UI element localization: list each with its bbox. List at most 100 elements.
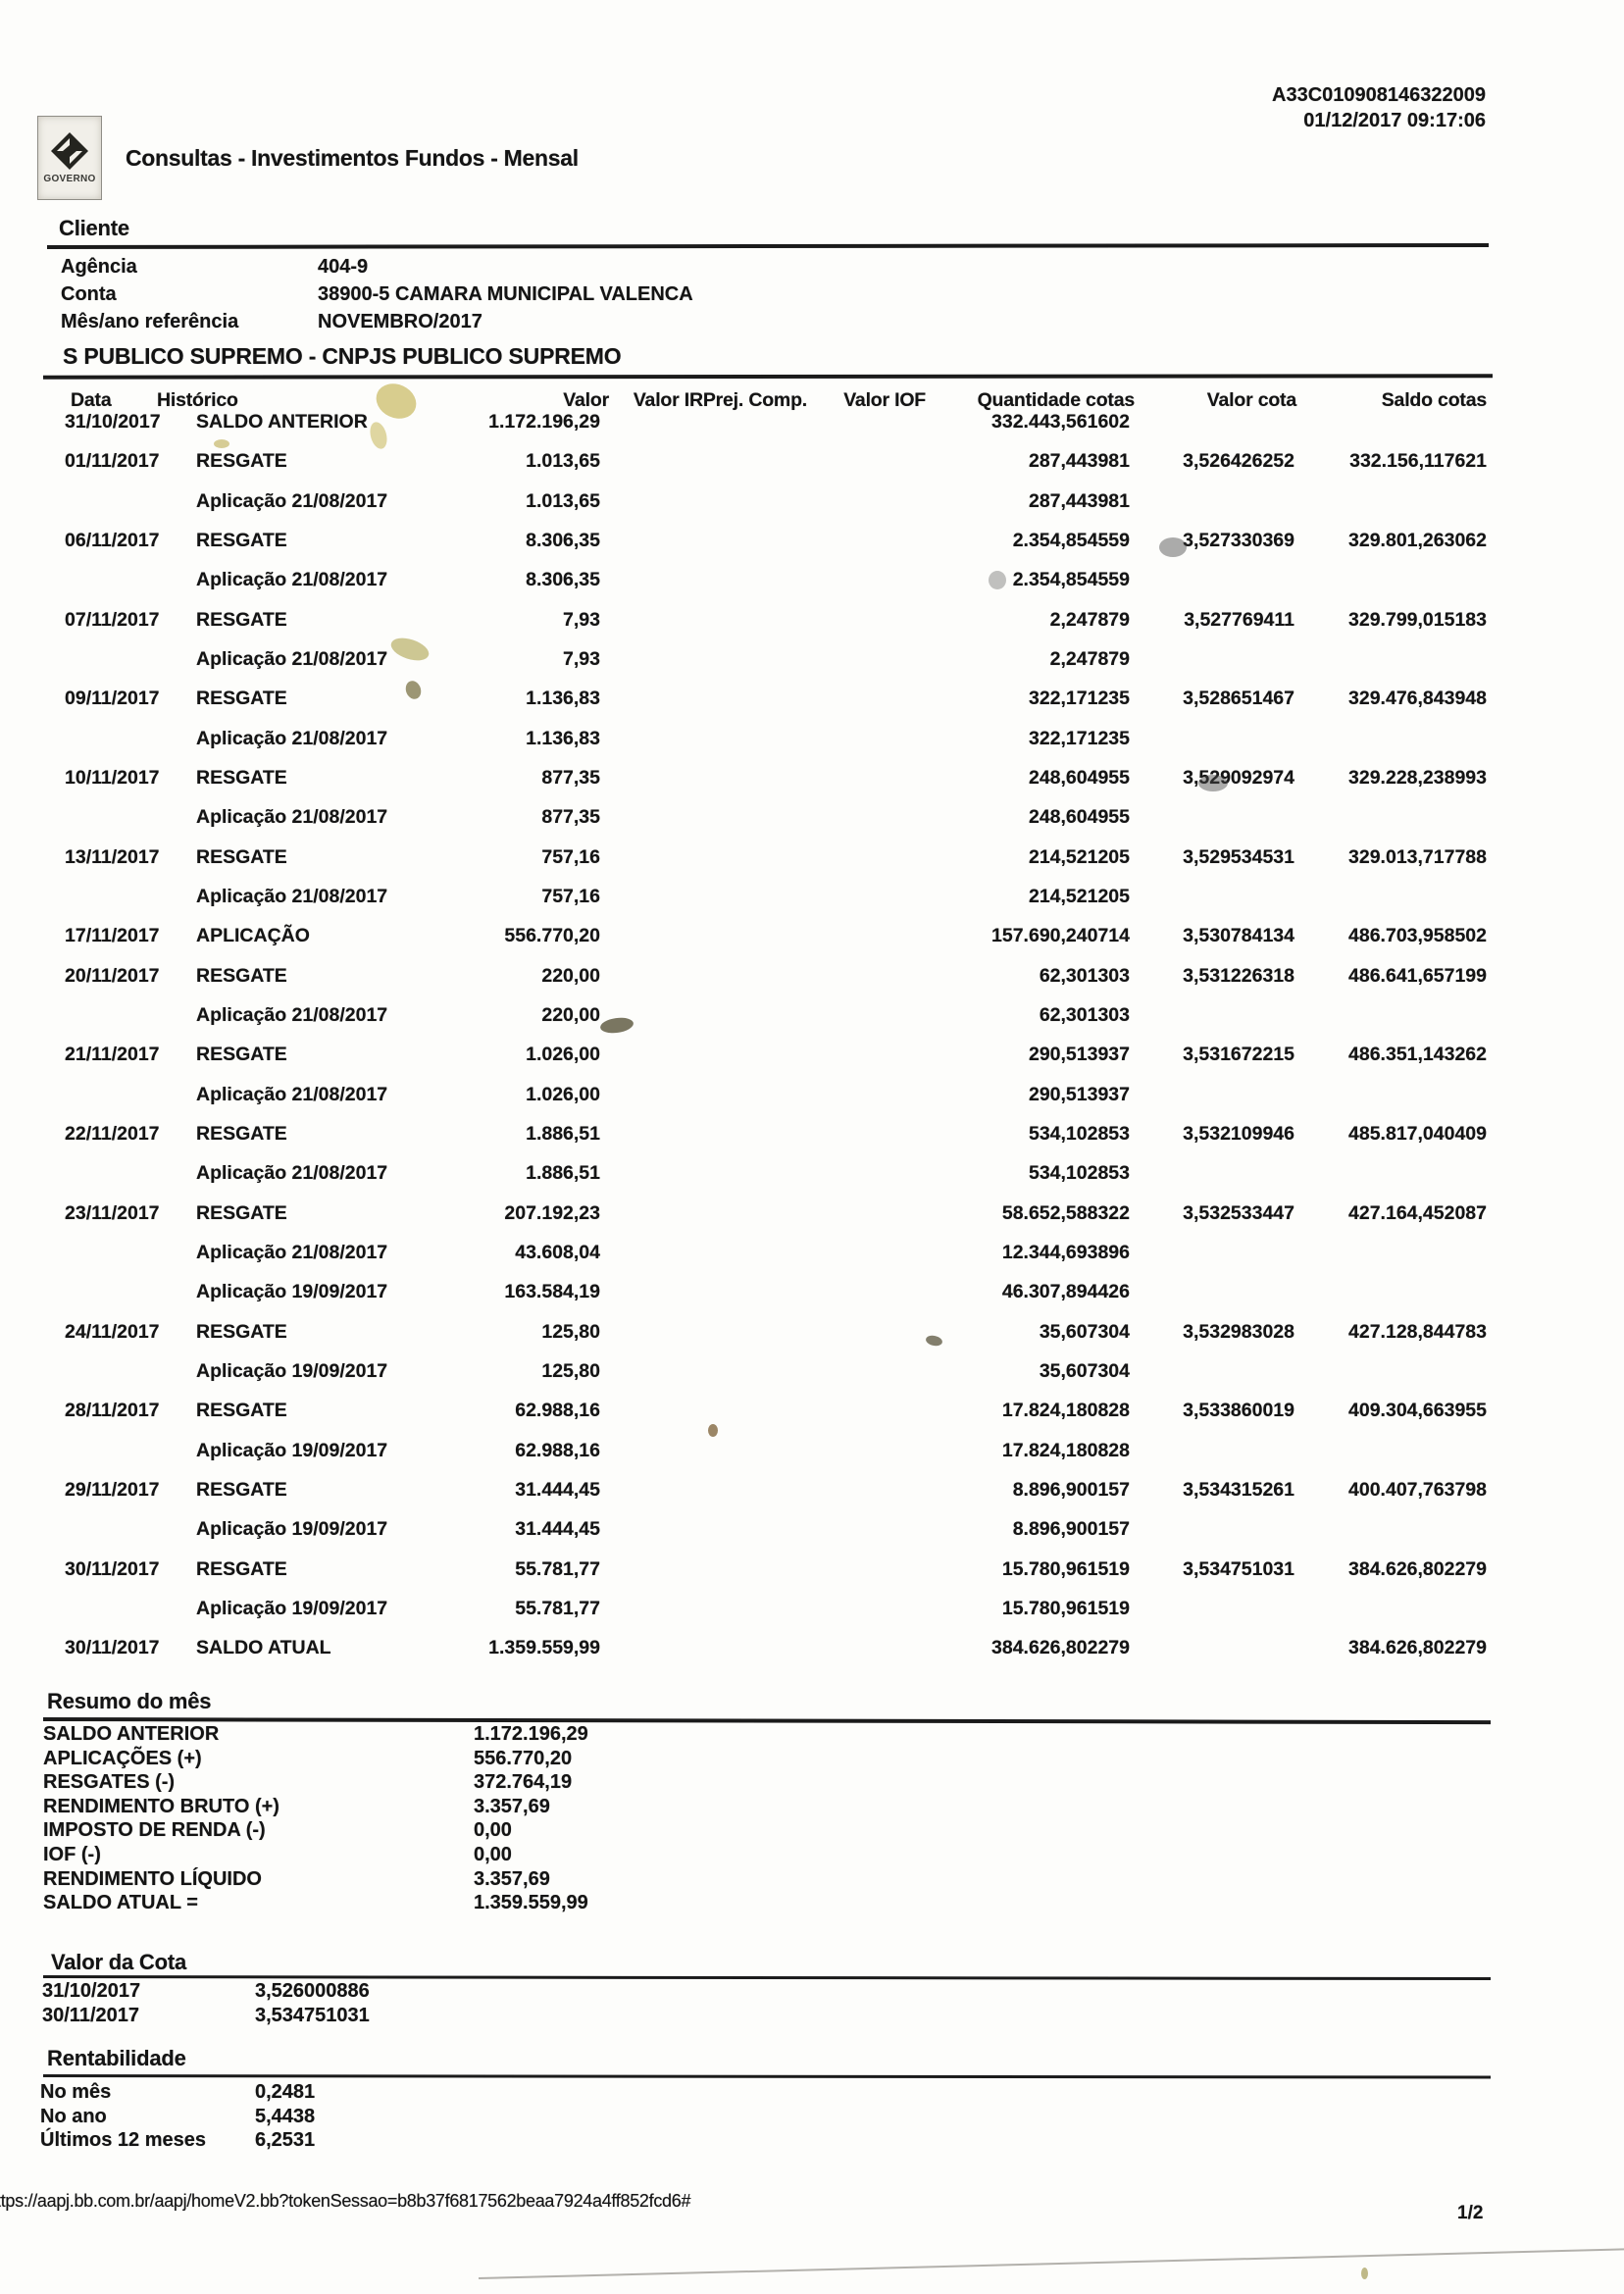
cell-quantidade-cotas: 384.626,802279 (991, 1637, 1130, 1659)
resumo-value: 3.357,69 (474, 1795, 550, 1817)
table-row: Aplicação 19/09/2017 31.444,45 8.896,900… (0, 1509, 1624, 1549)
cell-valor: 125,80 (541, 1320, 600, 1343)
cell-historico: RESGATE (196, 1320, 287, 1343)
cell-valor: 1.136,83 (526, 688, 600, 710)
resumo-label: IMPOSTO DE RENDA (-) (43, 1819, 266, 1842)
col-header-historico: Histórico (157, 389, 238, 411)
table-row: 28/11/2017 RESGATE 62.988,16 17.824,1808… (0, 1391, 1624, 1430)
cell-quantidade-cotas: 17.824,180828 (1001, 1400, 1130, 1422)
cell-valor: 125,80 (541, 1359, 600, 1382)
cell-historico: Aplicação 21/08/2017 (196, 569, 388, 591)
table-row: 01/11/2017 RESGATE 1.013,65 287,443981 3… (0, 441, 1624, 481)
table-row: Aplicação 21/08/2017 1.026,00 290,513937 (0, 1075, 1624, 1114)
table-row: Aplicação 21/08/2017 1.136,83 322,171235 (0, 719, 1624, 758)
rentabilidade-rule (42, 2074, 1492, 2079)
cell-data: 20/11/2017 (65, 964, 160, 987)
cell-valor: 43.608,04 (515, 1241, 600, 1263)
rentabilidade-section-title: Rentabilidade (47, 2046, 186, 2070)
cell-quantidade-cotas: 322,171235 (1028, 727, 1130, 749)
rentabilidade-row: No ano 5,4438 (40, 2105, 1119, 2129)
resumo-value: 0,00 (474, 1843, 512, 1865)
cell-data: 13/11/2017 (65, 845, 160, 868)
cell-valor: 55.781,77 (515, 1557, 600, 1580)
cell-data: 30/11/2017 (65, 1637, 160, 1659)
bank-logo-box: GOVERNO (37, 116, 102, 200)
field-value: 38900-5 CAMARA MUNICIPAL VALENCA (318, 283, 693, 305)
cell-quantidade-cotas: 17.824,180828 (1001, 1439, 1130, 1461)
cell-valor: 1.026,00 (526, 1044, 600, 1066)
cell-saldo-cotas: 329.476,843948 (1348, 688, 1487, 710)
cell-quantidade-cotas: 2.354,854559 (1012, 569, 1130, 591)
cell-valor-cota: 3,531672215 (1183, 1044, 1294, 1066)
cell-data: 28/11/2017 (65, 1400, 160, 1422)
scan-edge-line (478, 2248, 1624, 2279)
cell-historico: RESGATE (196, 1400, 287, 1422)
cell-historico: RESGATE (196, 1478, 287, 1501)
resumo-label: APLICAÇÕES (+) (43, 1747, 202, 1769)
cell-data: 07/11/2017 (65, 608, 160, 631)
cell-historico: RESGATE (196, 1122, 287, 1145)
cell-historico: SALDO ANTERIOR (196, 411, 368, 433)
cell-quantidade-cotas: 8.896,900157 (1012, 1478, 1130, 1501)
cell-historico: Aplicação 21/08/2017 (196, 1083, 388, 1105)
table-row: Aplicação 21/08/2017 220,00 62,301303 (0, 995, 1624, 1035)
cell-quantidade-cotas: 214,521205 (1028, 845, 1130, 868)
logo-caption: GOVERNO (43, 174, 96, 184)
table-row: 13/11/2017 RESGATE 757,16 214,521205 3,5… (0, 838, 1624, 877)
cell-quantidade-cotas: 15.780,961519 (1001, 1557, 1130, 1580)
cell-valor: 62.988,16 (515, 1439, 600, 1461)
cell-valor: 8.306,35 (526, 569, 600, 591)
table-row: Aplicação 19/09/2017 163.584,19 46.307,8… (0, 1272, 1624, 1311)
cell-valor-cota: 3,532109946 (1183, 1122, 1294, 1145)
table-row: Aplicação 21/08/2017 43.608,04 12.344,69… (0, 1233, 1624, 1272)
banco-do-brasil-logo-icon (51, 132, 88, 170)
page-number: 1/2 (1457, 2203, 1484, 2223)
cell-historico: RESGATE (196, 766, 287, 789)
cell-quantidade-cotas: 248,604955 (1028, 766, 1130, 789)
cell-quantidade-cotas: 534,102853 (1028, 1162, 1130, 1185)
field-value: 404-9 (318, 256, 369, 278)
resumo-value: 372.764,19 (474, 1771, 573, 1794)
cell-historico: Aplicação 21/08/2017 (196, 647, 388, 670)
rentabilidade-row: Últimos 12 meses 6,2531 (40, 2128, 1119, 2153)
cell-valor: 757,16 (541, 845, 600, 868)
cell-saldo-cotas: 427.128,844783 (1348, 1320, 1487, 1343)
cell-historico: Aplicação 21/08/2017 (196, 1003, 388, 1026)
cell-quantidade-cotas: 2.354,854559 (1012, 529, 1130, 551)
cell-saldo-cotas: 427.164,452087 (1348, 1201, 1487, 1224)
cell-quantidade-cotas: 35,607304 (1039, 1359, 1130, 1382)
cell-quantidade-cotas: 332.443,561602 (991, 411, 1130, 433)
cell-data: 06/11/2017 (65, 529, 160, 551)
cell-valor: 163.584,19 (504, 1281, 600, 1303)
cell-quantidade-cotas: 2,247879 (1049, 647, 1130, 670)
cell-quantidade-cotas: 62,301303 (1039, 1003, 1130, 1026)
cell-historico: RESGATE (196, 1557, 287, 1580)
cell-valor: 1.136,83 (526, 727, 600, 749)
col-header-valor: Valor (563, 389, 609, 411)
cliente-fields: Agência 404-9 Conta 38900-5 CAMARA MUNIC… (61, 253, 1041, 335)
cell-data: 10/11/2017 (65, 766, 160, 789)
resumo-value: 556.770,20 (474, 1747, 573, 1769)
resumo-row: RENDIMENTO LÍQUIDO 3.357,69 (43, 1867, 1122, 1892)
cell-quantidade-cotas: 214,521205 (1028, 885, 1130, 907)
table-row: 21/11/2017 RESGATE 1.026,00 290,513937 3… (0, 1035, 1624, 1074)
resumo-label: IOF (-) (43, 1843, 101, 1865)
table-row: Aplicação 21/08/2017 877,35 248,604955 (0, 797, 1624, 837)
table-row: 23/11/2017 RESGATE 207.192,23 58.652,588… (0, 1194, 1624, 1233)
resumo-label: SALDO ANTERIOR (43, 1723, 220, 1745)
scan-stain (1361, 2268, 1368, 2279)
cell-valor: 877,35 (541, 806, 600, 829)
cell-saldo-cotas: 329.801,263062 (1348, 529, 1487, 551)
table-row: Aplicação 19/09/2017 55.781,77 15.780,96… (0, 1589, 1624, 1628)
rentabilidade-row: No mês 0,2481 (40, 2080, 1119, 2105)
document-datetime: 01/12/2017 09:17:06 (1303, 110, 1486, 131)
rentabilidade-value: 6,2531 (255, 2129, 316, 2152)
valor-cota-value: 3,526000886 (255, 1980, 370, 2002)
cell-data: 01/11/2017 (65, 450, 160, 473)
cell-valor: 220,00 (541, 1003, 600, 1026)
cell-valor: 1.013,65 (526, 489, 600, 512)
cell-quantidade-cotas: 248,604955 (1028, 806, 1130, 829)
cell-data: 23/11/2017 (65, 1201, 160, 1224)
table-row: 20/11/2017 RESGATE 220,00 62,301303 3,53… (0, 956, 1624, 995)
cell-valor-cota: 3,529534531 (1183, 845, 1294, 868)
